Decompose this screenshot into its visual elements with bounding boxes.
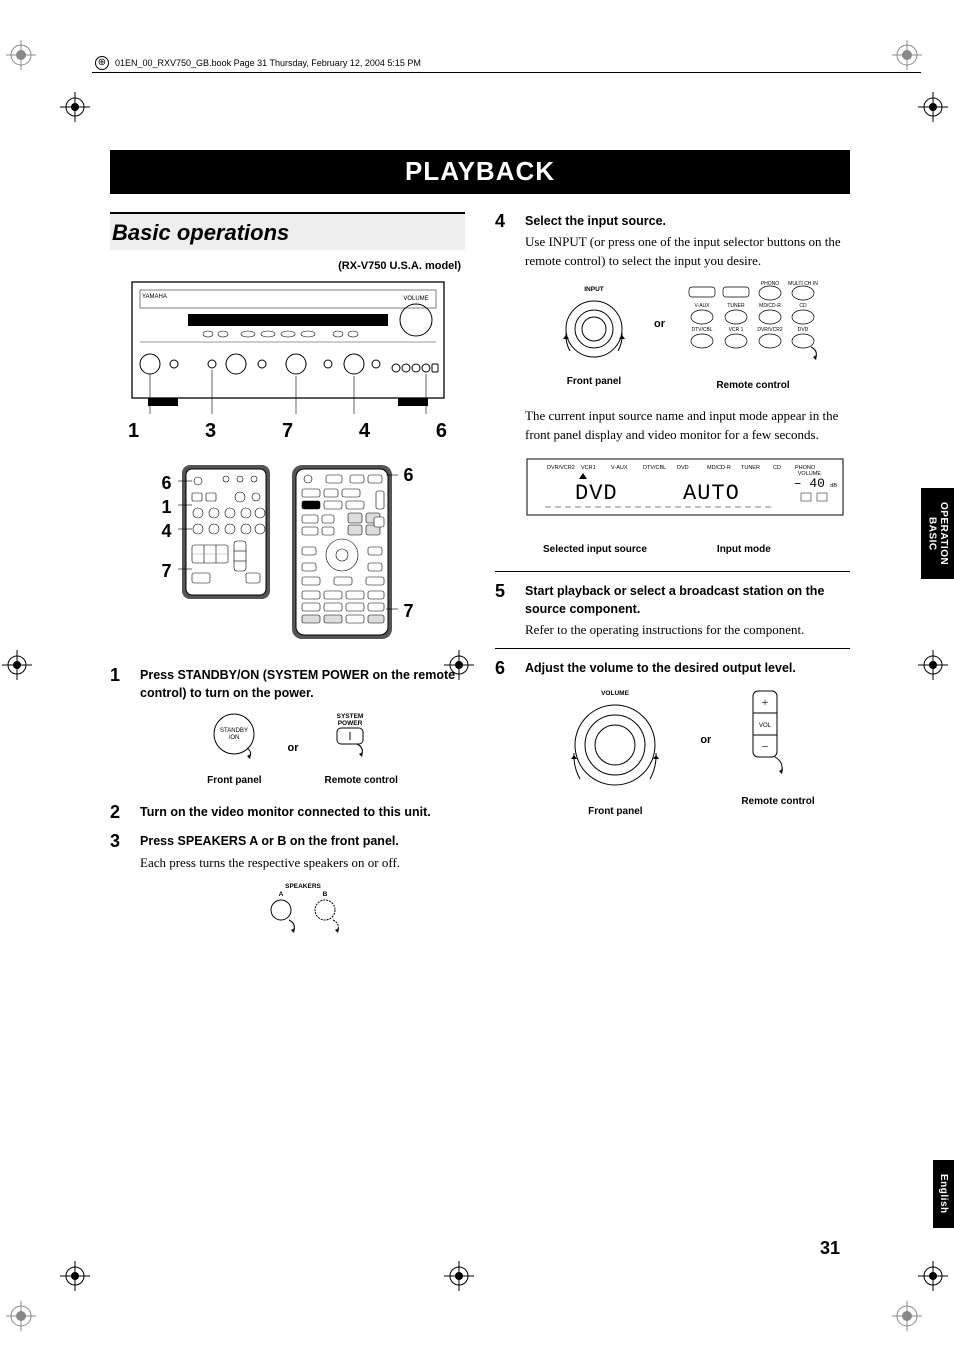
volume-dial-icon: VOLUME: [560, 685, 670, 795]
svg-text:MD/CD-R: MD/CD-R: [759, 303, 781, 309]
target-icon: [60, 92, 90, 122]
page-number: 31: [820, 1238, 840, 1259]
svg-text:CD: CD: [773, 465, 781, 471]
svg-text:YAMAHA: YAMAHA: [142, 294, 167, 300]
model-note: (RX-V750 U.S.A. model): [110, 260, 461, 272]
target-icon: [918, 92, 948, 122]
svg-text:DVD: DVD: [677, 465, 689, 471]
svg-text:MD/CD-R: MD/CD-R: [707, 465, 731, 471]
svg-text:POWER: POWER: [337, 720, 362, 727]
svg-text:STANDBY: STANDBY: [220, 728, 248, 734]
reg-mark-icon: [6, 40, 36, 70]
chapter-title: PLAYBACK: [110, 150, 850, 194]
svg-text:dB: dB: [830, 483, 837, 489]
svg-text:+: +: [762, 695, 769, 709]
svg-text:VOLUME: VOLUME: [403, 296, 428, 302]
step-1: 1 Press STANDBY/ON (SYSTEM POWER on the …: [110, 666, 465, 793]
svg-text:DVD: DVD: [798, 327, 809, 333]
svg-text:VOLUME: VOLUME: [601, 690, 629, 697]
section-heading: Basic operations: [110, 212, 465, 250]
svg-text:PHONO: PHONO: [761, 281, 779, 287]
target-icon: [2, 650, 32, 680]
reg-mark-icon: [892, 1301, 922, 1331]
target-icon: [444, 1261, 474, 1291]
target-icon: [918, 650, 948, 680]
input-dial-icon: INPUT: [552, 281, 636, 365]
svg-text:AUTO: AUTO: [683, 481, 740, 506]
svg-text:B: B: [322, 891, 327, 898]
remote-input-grid-icon: PHONO MULTI CH IN V-AUX TUNER MD/CD-R CD…: [683, 281, 823, 369]
system-power-icon: SYSTEM POWER: [325, 710, 375, 764]
step-5: 5 Start playback or select a broadcast s…: [495, 582, 850, 640]
step-4: 4 Select the input source. Use INPUT (or…: [495, 212, 850, 563]
svg-text:DVD: DVD: [575, 481, 618, 506]
svg-text:A: A: [278, 891, 283, 898]
remote-diagrams: 6 1 4 7: [110, 463, 465, 648]
reg-mark-icon: [6, 1301, 36, 1331]
svg-text:VCR 1: VCR 1: [729, 327, 744, 333]
step-6: 6 Adjust the volume to the desired outpu…: [495, 659, 850, 823]
step-3: 3 Press SPEAKERS A or B on the front pan…: [110, 832, 465, 942]
svg-text:CD: CD: [799, 303, 807, 309]
target-icon: [918, 1261, 948, 1291]
front-panel-diagram: YAMAHA VOLUME: [128, 278, 448, 418]
display-panel-diagram: DVR/VCR2 VCR1 V-AUX DTV/CBL DVD MD/CD-R …: [525, 457, 845, 529]
print-header: ⊕ 01EN_00_RXV750_GB.book Page 31 Thursda…: [95, 56, 421, 70]
svg-text:VCR1: VCR1: [581, 465, 596, 471]
svg-text:V-AUX: V-AUX: [694, 303, 710, 309]
header-text: 01EN_00_RXV750_GB.book Page 31 Thursday,…: [115, 58, 421, 68]
svg-text:SPEAKERS: SPEAKERS: [285, 883, 321, 890]
svg-text:– 40: – 40: [794, 476, 825, 491]
standby-button-icon: STANDBY /ON: [207, 710, 261, 764]
svg-text:V-AUX: V-AUX: [611, 465, 628, 471]
svg-text:MULTI CH IN: MULTI CH IN: [788, 281, 818, 287]
remote-volume-icon: + VOL –: [741, 685, 801, 785]
svg-text:TUNER: TUNER: [741, 465, 760, 471]
svg-text:VOL: VOL: [759, 723, 772, 729]
svg-text:DTV/CBL: DTV/CBL: [643, 465, 666, 471]
svg-text:SYSTEM: SYSTEM: [336, 713, 363, 720]
svg-text:INPUT: INPUT: [584, 286, 604, 293]
side-tab-language: English: [933, 1160, 954, 1228]
svg-text:–: –: [761, 738, 769, 752]
speakers-buttons-icon: SPEAKERS A B: [253, 880, 353, 936]
reg-mark-icon: [892, 40, 922, 70]
side-tab-basic-operation: OPERATIONBASIC: [921, 488, 954, 579]
step-2: 2 Turn on the video monitor connected to…: [110, 803, 465, 823]
svg-text:/ON: /ON: [229, 735, 240, 741]
svg-text:DVR/VCR2: DVR/VCR2: [547, 465, 575, 471]
target-icon: [60, 1261, 90, 1291]
front-panel-callouts: 1 3 7 4 6: [110, 418, 465, 443]
svg-text:DVR/VCR2: DVR/VCR2: [757, 327, 783, 333]
svg-text:TUNER: TUNER: [727, 303, 745, 309]
svg-text:DTV/CBL: DTV/CBL: [691, 327, 712, 333]
